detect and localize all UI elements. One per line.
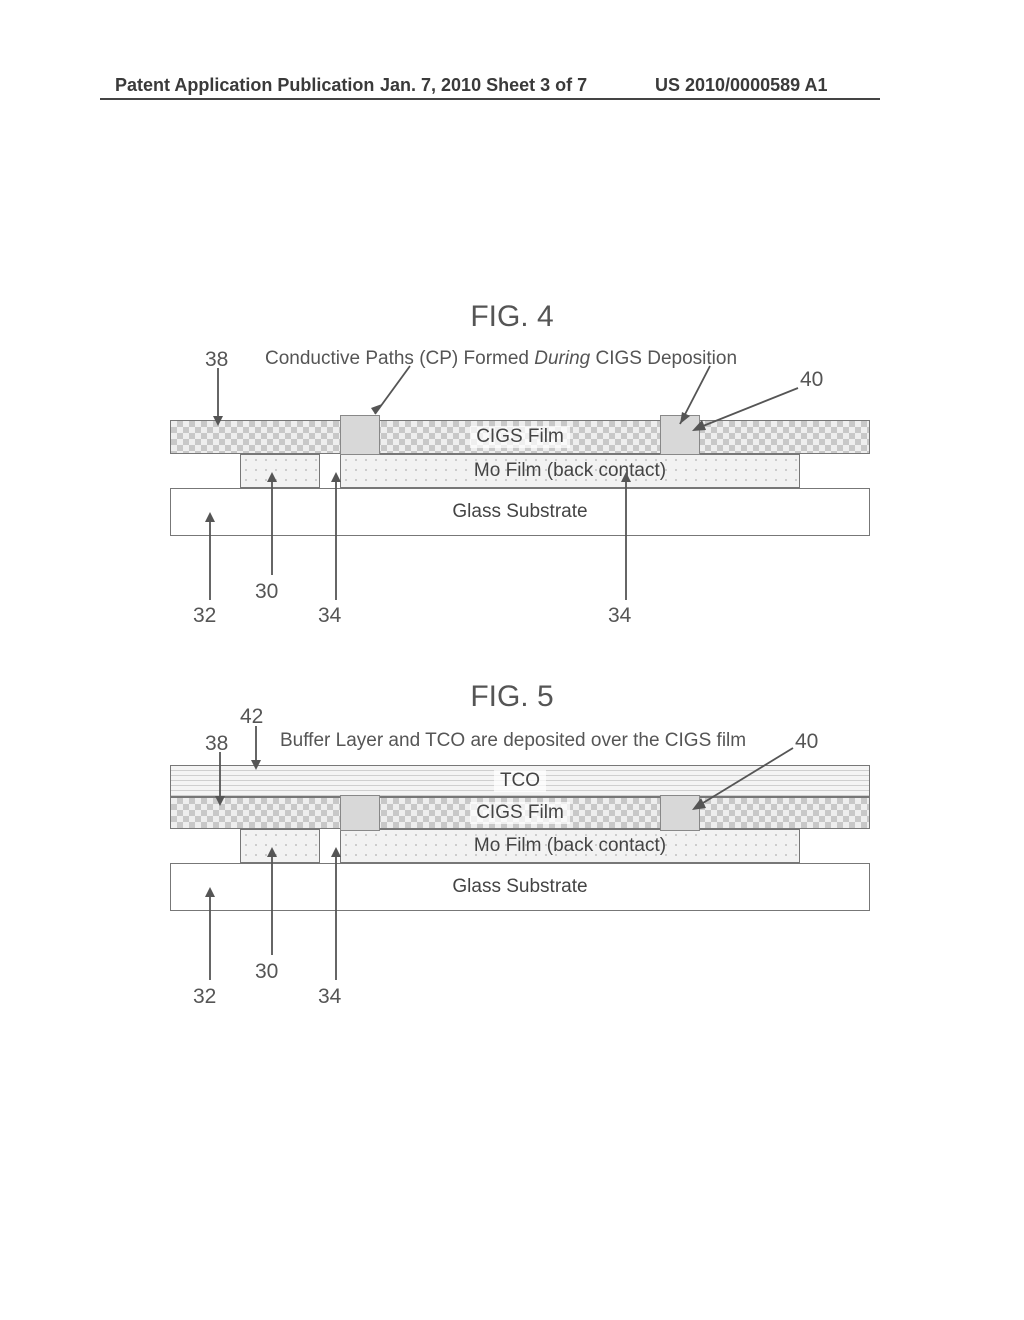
fig5-arrow-38 <box>212 752 232 808</box>
fig4-arrow-32 <box>202 510 222 605</box>
fig5-arrow-40 <box>688 748 803 818</box>
header-mid: Jan. 7, 2010 Sheet 3 of 7 <box>380 75 587 96</box>
fig5-arrow-34 <box>328 845 348 985</box>
fig5-title: FIG. 5 <box>0 680 1024 714</box>
header-right: US 2010/0000589 A1 <box>655 75 827 96</box>
fig4-glass-label: Glass Substrate <box>452 501 587 523</box>
fig4-arrow-40 <box>688 388 808 438</box>
fig4-cigs-label: CIGS Film <box>470 426 570 448</box>
fig5-caption: Buffer Layer and TCO are deposited over … <box>280 730 746 752</box>
fig4-arrow-38 <box>210 368 230 428</box>
fig5-arrow-30 <box>264 845 284 960</box>
fig4-title: FIG. 4 <box>0 300 1024 334</box>
fig5-ref-32: 32 <box>193 985 216 1009</box>
fig4-arrow-caption-cp1 <box>370 366 430 426</box>
fig4-arrow-34b <box>618 470 638 605</box>
fig5-ref-34: 34 <box>318 985 341 1009</box>
fig4-mo-seg-right: Mo Film (back contact) <box>340 454 800 488</box>
fig4-arrow-34a <box>328 470 348 605</box>
fig5-tco-label: TCO <box>494 770 546 792</box>
fig4-ref-30: 30 <box>255 580 278 604</box>
fig5-cigs-label: CIGS Film <box>470 802 570 824</box>
fig5-glass-label: Glass Substrate <box>452 876 587 898</box>
fig5-mo-seg-right: Mo Film (back contact) <box>340 829 800 863</box>
fig4-arrow-30 <box>264 470 284 580</box>
fig5-arrow-42 <box>248 726 268 772</box>
fig4-ref-34b: 34 <box>608 604 631 628</box>
fig5-cp-1 <box>340 795 380 831</box>
fig5-arrow-32 <box>202 885 222 985</box>
fig4-caption-italic: During <box>534 348 590 369</box>
fig5-mo-label: Mo Film (back contact) <box>474 835 666 857</box>
header-rule <box>100 98 880 100</box>
fig4-ref-34a: 34 <box>318 604 341 628</box>
header-left: Patent Application Publication <box>115 75 374 96</box>
fig5-ref-30: 30 <box>255 960 278 984</box>
fig4-ref-32: 32 <box>193 604 216 628</box>
